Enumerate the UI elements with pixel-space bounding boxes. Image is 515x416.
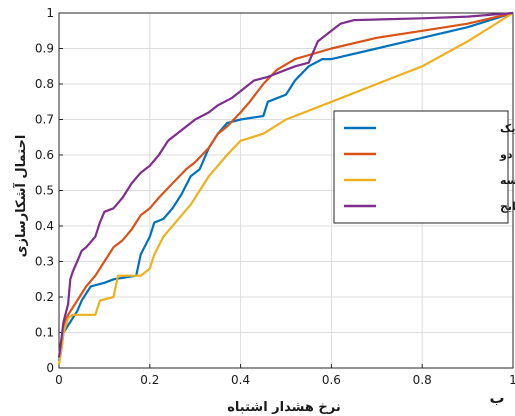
y-tick-label: 0.8 [35, 77, 54, 91]
series-line-1 [57, 11, 514, 362]
x-tick-label: 0 [55, 373, 63, 387]
y-tick-label: 0.9 [35, 42, 54, 56]
legend-label-3: نمونه طیفی-زمانی سه [500, 174, 515, 187]
y-tick-label: 0.3 [35, 255, 54, 269]
y-tick-label: 0.4 [35, 219, 54, 233]
y-tick-label: 0.7 [35, 113, 54, 127]
y-tick-label: 1 [46, 6, 54, 20]
x-tick-label: 0.4 [231, 373, 250, 387]
legend-box [333, 110, 509, 224]
series-line-3 [57, 12, 514, 365]
legend-entries: نمونه طیفی-زمانی یک نمونه طیفی-زمانی دو نم… [344, 122, 515, 213]
y-axis-label: احتمال آشکارسازی [12, 135, 29, 258]
y-tick-label: 0.5 [35, 184, 54, 198]
x-axis-label: نرخ هشدار اشتباه [227, 400, 341, 415]
x-tick-label: 1 [509, 373, 515, 387]
y-tick-label: 0.2 [35, 290, 54, 304]
x-tick-label: 0.2 [140, 373, 159, 387]
axis-ticks: 0 0.2 0.4 0.6 0.8 1 0 0.1 0.2 0.3 0.4 0.5 0.6 0.7 0.8 0… [35, 6, 515, 387]
x-tick-label: 0.8 [413, 373, 432, 387]
x-tick-label: 0.6 [322, 373, 341, 387]
y-tick-label: 0.6 [35, 148, 54, 162]
panel-label: ب [489, 389, 504, 407]
y-tick-label: 0 [46, 361, 54, 375]
legend-label-1: نمونه طیفی-زمانی یک [500, 122, 515, 135]
legend-label-2: نمونه طیفی-زمانی دو [499, 148, 515, 161]
y-tick-label: 0.1 [35, 326, 54, 340]
series-lines [57, 11, 514, 365]
series-line-4 [57, 11, 514, 358]
legend: نمونه طیفی-زمانی یک نمونه طیفی-زمانی دو نم… [333, 110, 515, 224]
legend-label-4: میانگین وزندار نتایج [500, 200, 515, 213]
series-line-2 [57, 11, 514, 358]
